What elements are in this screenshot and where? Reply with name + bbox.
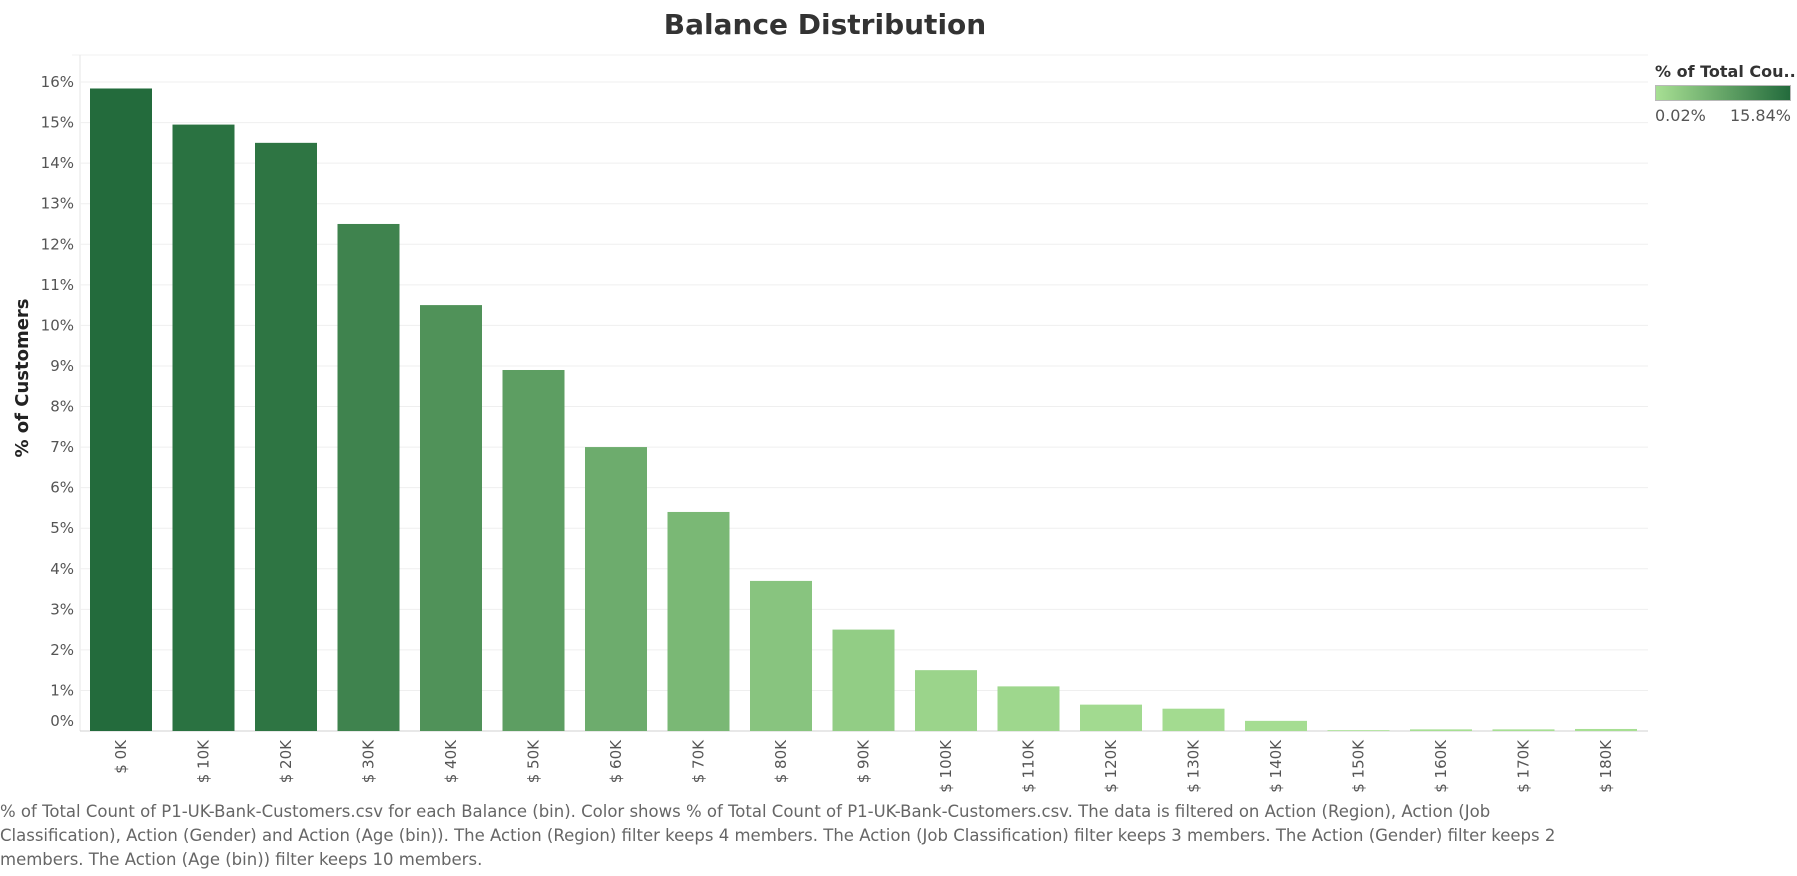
bar[interactable] — [90, 88, 152, 732]
y-tick-label: 13% — [41, 195, 74, 213]
x-tick-label: $ 70K — [690, 739, 708, 783]
x-axis-ticks: $ 0K $ 10K $ 20K $ 30K $ 40K $ 50K $ 60K $ 70K $… — [112, 739, 1615, 793]
bar[interactable] — [915, 670, 977, 731]
y-tick-label: 15% — [41, 114, 74, 132]
y-tick-label: 8% — [50, 398, 74, 416]
bar[interactable] — [420, 305, 482, 731]
y-tick-label: 4% — [50, 560, 74, 578]
legend-max-label: 15.84% — [1729, 106, 1791, 125]
y-tick-label: 14% — [41, 154, 74, 172]
bar[interactable] — [585, 447, 647, 731]
x-tick-label: $ 0K — [112, 739, 130, 774]
chart-title: Balance Distribution — [663, 8, 987, 41]
x-tick-label: $ 80K — [772, 739, 790, 783]
legend-min-label: 0.02% — [1655, 106, 1706, 125]
color-legend[interactable]: % of Total Cou.. 0.02% 15.84% — [1655, 62, 1796, 125]
legend-title: % of Total Cou.. — [1655, 62, 1796, 81]
y-tick-label: 2% — [50, 641, 74, 659]
x-tick-label: $ 60K — [607, 739, 625, 783]
x-tick-label: $ 130K — [1185, 739, 1203, 793]
y-tick-label: 16% — [41, 73, 74, 91]
bar[interactable] — [997, 686, 1060, 731]
y-tick-label: 1% — [50, 681, 74, 699]
bar[interactable] — [1327, 730, 1390, 731]
y-tick-label: 9% — [50, 357, 74, 375]
y-tick-label: 5% — [50, 519, 74, 537]
legend-color-ramp — [1655, 85, 1791, 101]
bar[interactable] — [172, 124, 235, 731]
bars — [90, 88, 1637, 732]
x-tick-label: $ 30K — [360, 739, 378, 783]
y-axis-title: % of Customers — [12, 298, 33, 457]
x-tick-label: $ 100K — [937, 739, 955, 793]
x-tick-label: $ 50K — [525, 739, 543, 783]
bar[interactable] — [750, 580, 812, 731]
bar[interactable] — [1080, 704, 1142, 731]
x-tick-label: $ 40K — [442, 739, 460, 783]
bar[interactable] — [502, 369, 565, 731]
legend-labels: 0.02% 15.84% — [1655, 106, 1791, 125]
y-axis-ticks: 0% 1% 2% 3% 4% 5% 6% 7% 8% 9% 10% 11% 12% 13% 14% 15% 16… — [41, 73, 74, 730]
x-tick-label: $ 110K — [1020, 739, 1038, 793]
x-tick-label: $ 10K — [195, 739, 213, 783]
y-tick-label: 11% — [41, 276, 74, 294]
bar[interactable] — [255, 142, 317, 731]
y-tick-label: 12% — [41, 235, 74, 253]
x-tick-label: $ 20K — [277, 739, 295, 783]
bar[interactable] — [337, 223, 400, 731]
y-tick-label: 0% — [50, 712, 74, 730]
bar[interactable] — [667, 511, 730, 731]
x-tick-label: $ 170K — [1515, 739, 1533, 793]
x-tick-label: $ 140K — [1267, 739, 1285, 793]
x-tick-label: $ 150K — [1350, 739, 1368, 793]
bar[interactable] — [1162, 708, 1225, 731]
x-tick-label: $ 120K — [1102, 739, 1120, 793]
bar[interactable] — [1410, 729, 1472, 731]
bar[interactable] — [1575, 728, 1637, 731]
y-tick-label: 6% — [50, 479, 74, 497]
x-tick-label: $ 160K — [1432, 739, 1450, 793]
bar[interactable] — [832, 629, 895, 731]
bar-chart: 0% 1% 2% 3% 4% 5% 6% 7% 8% 9% 10% 11% 12% 13% 14% 15% 16… — [12, 54, 1648, 793]
chart-caption: % of Total Count of P1-UK-Bank-Customers… — [0, 802, 1556, 869]
y-tick-label: 3% — [50, 600, 74, 618]
x-tick-label: $ 180K — [1597, 739, 1615, 793]
y-tick-label: 7% — [50, 438, 74, 456]
bar[interactable] — [1245, 720, 1307, 731]
bar[interactable] — [1492, 729, 1555, 731]
x-tick-label: $ 90K — [855, 739, 873, 783]
y-tick-label: 10% — [41, 316, 74, 334]
